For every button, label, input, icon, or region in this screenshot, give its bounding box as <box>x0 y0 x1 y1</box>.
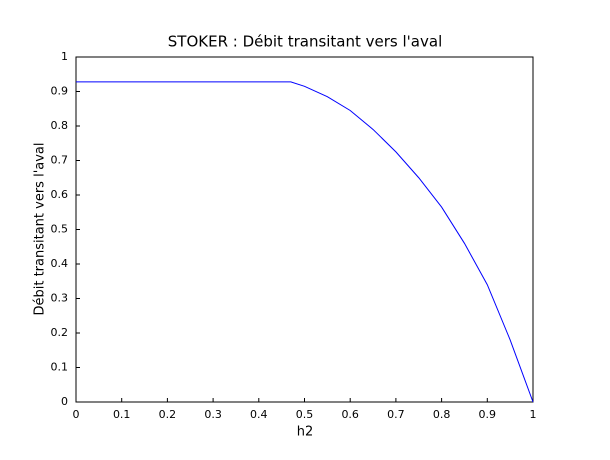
y-tick-label: 0.6 <box>51 188 69 201</box>
y-tick-label: 0 <box>61 395 68 408</box>
x-axis-label: h2 <box>297 425 314 440</box>
y-tick-label: 0.7 <box>51 154 69 167</box>
y-tick-label: 0.5 <box>51 223 69 236</box>
y-tick-label: 0.8 <box>51 119 69 132</box>
x-tick-label: 0 <box>73 408 80 421</box>
y-tick-label: 0.9 <box>51 85 69 98</box>
x-tick-label: 0.5 <box>296 408 314 421</box>
x-tick-label: 0.2 <box>159 408 177 421</box>
x-tick-label: 0.3 <box>204 408 222 421</box>
data-line <box>76 81 534 403</box>
x-tick-label: 0.9 <box>479 408 497 421</box>
plot-frame <box>75 56 534 403</box>
y-tick-label: 0.2 <box>51 326 69 339</box>
x-tick-label: 0.7 <box>387 408 405 421</box>
y-tick-label: 0.4 <box>51 257 69 270</box>
x-tick-label: 1 <box>530 408 537 421</box>
x-tick-label: 0.4 <box>250 408 268 421</box>
x-tick-label: 0.1 <box>113 408 131 421</box>
x-tick-label: 0.6 <box>341 408 359 421</box>
y-tick-label: 0.3 <box>51 292 69 305</box>
x-tick-label: 0.8 <box>433 408 451 421</box>
y-axis-label: Débit transitant vers l'aval <box>33 142 48 315</box>
y-tick-label: 0.1 <box>51 361 69 374</box>
y-tick-label: 1 <box>61 50 68 63</box>
chart-title: STOKER : Débit transitant vers l'aval <box>168 33 442 51</box>
